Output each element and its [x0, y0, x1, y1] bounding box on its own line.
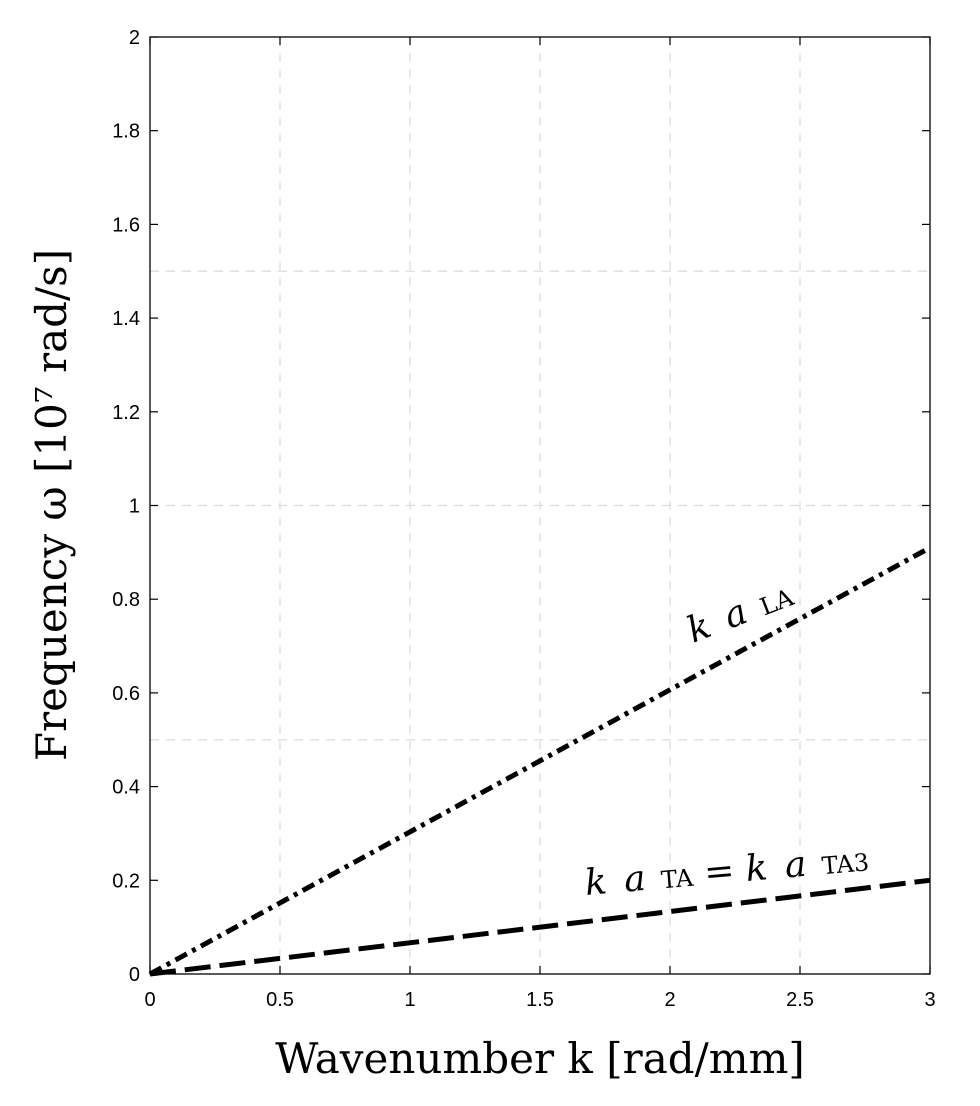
x-tick-label: 0 — [144, 989, 155, 1011]
y-tick-label: 0.2 — [112, 870, 140, 892]
axis-ticks — [149, 36, 931, 975]
x-axis-title: Wavenumber k [rad/mm] — [275, 1034, 805, 1083]
x-tick-label: 1 — [404, 989, 415, 1011]
x-tick-label: 3 — [924, 989, 935, 1011]
y-tick-label: 0 — [129, 964, 140, 986]
series-label-la: k a LA — [682, 574, 800, 652]
x-tick-label: 1.5 — [526, 989, 554, 1011]
y-axis-title: Frequency ω [10⁷ rad/s] — [27, 249, 76, 761]
series-line-la — [148, 545, 932, 977]
x-tick-label: 0.5 — [266, 989, 294, 1011]
x-tick-label: 2 — [664, 989, 675, 1011]
y-tick-label: 0.6 — [112, 683, 140, 705]
y-tick-label: 1.2 — [112, 402, 140, 424]
y-tick-label: 2 — [129, 27, 140, 49]
y-tick-label: 1.6 — [112, 214, 140, 236]
grid-lines — [150, 37, 930, 974]
x-tick-labels: 0 0.5 1 1.5 2 2.5 3 — [144, 989, 935, 1011]
y-tick-label: 0.4 — [112, 777, 140, 799]
y-tick-label: 1.4 — [112, 308, 140, 330]
y-tick-label: 1.8 — [112, 121, 140, 143]
series-label-ta: k a TA = k a TA3 — [583, 838, 870, 904]
y-tick-label: 0.8 — [112, 589, 140, 611]
x-tick-label: 2.5 — [786, 989, 814, 1011]
series-line-ta — [149, 877, 931, 977]
y-tick-labels: 0 0.2 0.4 0.6 0.8 1 1.2 1.4 1.6 1.8 2 — [112, 27, 140, 986]
series-lines — [148, 545, 932, 977]
y-tick-label: 1 — [129, 496, 140, 518]
